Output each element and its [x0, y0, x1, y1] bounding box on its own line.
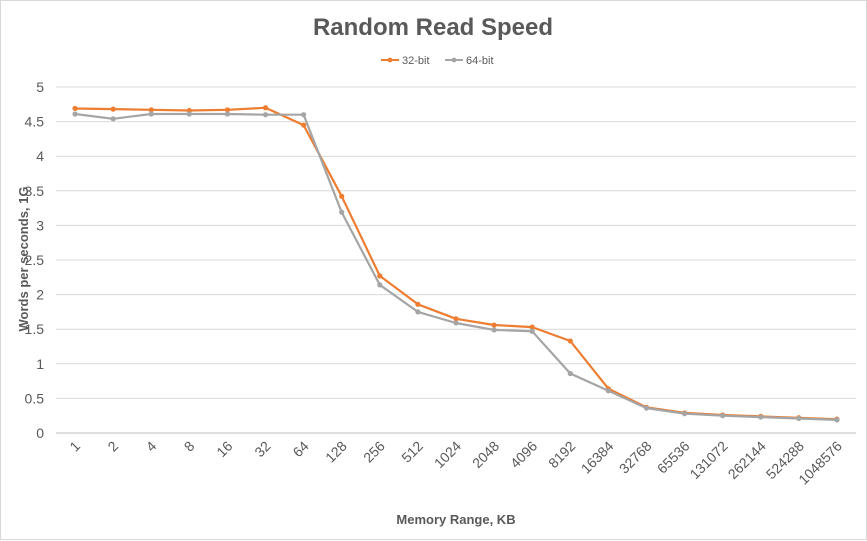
- legend-item-64-bit: 64-bit: [445, 55, 494, 67]
- data-point: [796, 415, 802, 422]
- chart-title: Random Read Speed: [313, 14, 553, 41]
- legend-swatch-marker: [451, 57, 457, 63]
- y-tick-label: 0.5: [25, 390, 45, 406]
- data-point: [834, 417, 840, 423]
- data-point: [262, 112, 269, 118]
- series-64-bit: [72, 111, 840, 423]
- y-axis-ticks: 0 0.5 1 1.5 2 2.5 3 3.5 4 4.5 5: [25, 79, 45, 441]
- data-point: [377, 282, 383, 288]
- x-tick-label: 32768: [616, 438, 655, 477]
- legend-label: 32-bit: [402, 55, 430, 67]
- data-point: [148, 111, 154, 117]
- legend: 32-bit 64-bit: [381, 55, 494, 67]
- data-point: [758, 414, 764, 420]
- y-tick-label: 1.5: [25, 321, 45, 337]
- data-point: [72, 105, 78, 112]
- x-tick-label: 4096: [507, 438, 540, 471]
- data-point: [301, 122, 307, 128]
- y-axis-title: Words per seconds, 1G: [16, 187, 31, 332]
- y-tick-label: 5: [36, 79, 44, 95]
- x-tick-label: 64: [289, 438, 311, 460]
- x-tick-label: 256: [360, 438, 388, 466]
- data-point: [339, 209, 345, 215]
- data-point: [262, 105, 269, 111]
- x-tick-label: 8: [181, 438, 198, 455]
- data-point: [415, 301, 421, 307]
- x-tick-label: 32: [251, 438, 273, 460]
- data-point: [72, 111, 78, 117]
- data-point: [301, 112, 307, 118]
- x-tick-label: 2048: [469, 438, 502, 471]
- y-tick-label: 3: [36, 217, 44, 233]
- data-point: [110, 116, 116, 122]
- data-point: [110, 106, 116, 112]
- x-tick-label: 16384: [578, 438, 617, 477]
- x-tick-label: 128: [322, 438, 350, 466]
- y-tick-label: 0: [36, 425, 44, 441]
- data-point: [567, 338, 573, 344]
- data-point: [643, 405, 650, 411]
- data-point: [377, 273, 383, 279]
- series-line: [74, 106, 838, 421]
- legend-label: 64-bit: [466, 55, 494, 67]
- legend-swatch-marker: [387, 57, 393, 63]
- series-32-bit: [72, 105, 840, 422]
- data-point: [339, 193, 345, 199]
- data-point: [720, 413, 726, 419]
- x-axis-ticks: 1 2 4 8 16 32 64 128 256 512 1024 2048 4096 8192 16384…: [66, 438, 845, 488]
- gridlines: [56, 86, 856, 434]
- y-tick-label: 2: [36, 287, 44, 303]
- x-tick-label: 262144: [725, 438, 769, 482]
- y-tick-label: 1: [36, 356, 44, 372]
- x-tick-label: 16: [213, 438, 235, 460]
- x-tick-label: 2: [104, 438, 121, 455]
- data-point: [491, 322, 497, 328]
- y-tick-label: 4.5: [25, 114, 45, 130]
- x-tick-label: 1024: [431, 438, 464, 471]
- data-point: [567, 370, 573, 377]
- data-point: [415, 309, 421, 315]
- data-point: [224, 107, 231, 113]
- data-point: [186, 111, 192, 117]
- y-tick-label: 4: [36, 148, 44, 164]
- data-point: [681, 411, 688, 417]
- x-tick-label: 8192: [545, 438, 578, 471]
- data-point: [605, 388, 611, 394]
- data-point: [453, 316, 459, 322]
- y-tick-label: 2.5: [25, 252, 45, 268]
- data-point: [529, 324, 535, 330]
- data-point: [491, 327, 497, 333]
- y-tick-label: 3.5: [25, 183, 45, 199]
- data-point: [148, 107, 154, 113]
- data-point: [453, 320, 459, 326]
- x-tick-label: 131072: [686, 438, 730, 482]
- data-point: [529, 328, 535, 334]
- series-line: [74, 112, 838, 421]
- legend-item-32-bit: 32-bit: [381, 55, 430, 67]
- series-group: [72, 105, 840, 423]
- x-tick-label: 1: [66, 438, 83, 455]
- x-axis-title: Memory Range, KB: [396, 512, 515, 527]
- data-point: [224, 111, 231, 117]
- x-tick-label: 4: [143, 438, 160, 455]
- x-tick-label: 512: [398, 438, 426, 466]
